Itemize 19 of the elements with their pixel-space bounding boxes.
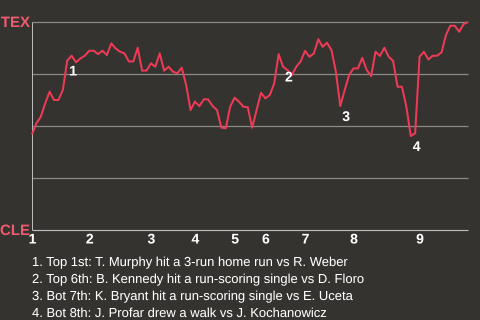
- text: CLE: [0, 222, 30, 239]
- annotation: 4: [412, 138, 421, 154]
- x-tick-label: 9: [416, 230, 424, 246]
- x-tick-label: 8: [350, 230, 358, 246]
- annotation: 3: [342, 108, 350, 124]
- text: 3. Bot 7th: K. Bryant hit a run-scoring single vs E. Uceta: [32, 288, 354, 303]
- x-tick-label: 1: [28, 230, 37, 246]
- x-tick-label: 5: [231, 230, 240, 246]
- annotation: 1: [69, 62, 78, 79]
- x-tick-label: 4: [192, 230, 200, 246]
- x-tick-label: 3: [148, 230, 156, 246]
- text: TEX: [0, 14, 30, 31]
- text: 1. Top 1st: T. Murphy hit a 3-run home run vs R. Weber: [32, 254, 348, 269]
- text: 2. Top 6th: B. Kennedy hit a run-scoring single vs D. Floro: [32, 271, 364, 286]
- x-tick-label: 6: [262, 230, 270, 246]
- text: 4. Bot 8th: J. Profar drew a walk vs J. Kochanowicz: [32, 305, 327, 320]
- annotation: 2: [285, 68, 294, 85]
- x-tick-label: 2: [86, 230, 94, 246]
- x-tick-label: 7: [302, 230, 310, 246]
